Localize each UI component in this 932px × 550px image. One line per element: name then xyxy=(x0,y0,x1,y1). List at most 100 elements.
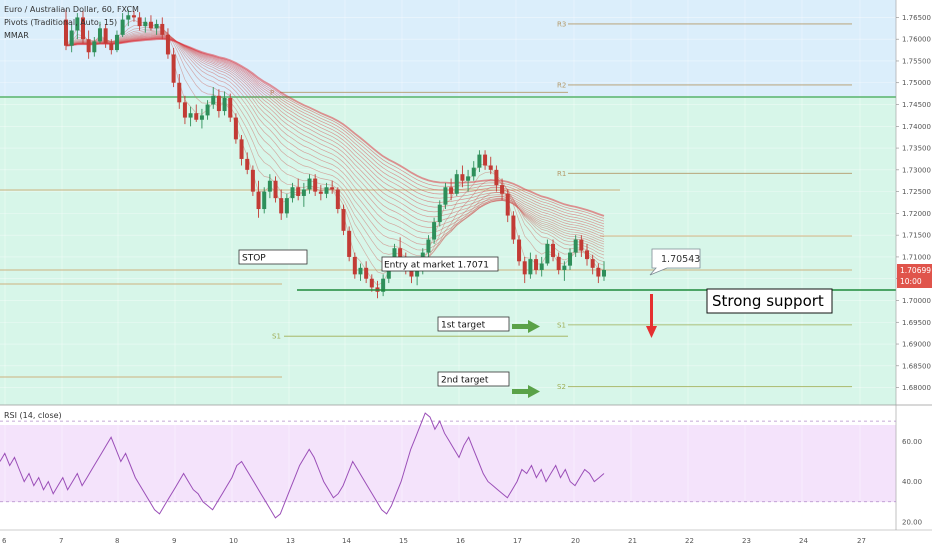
candle-body xyxy=(335,189,340,210)
y-tick-label: 1.72000 xyxy=(902,210,931,218)
candle-body xyxy=(477,154,482,168)
candle-body xyxy=(250,169,255,192)
candle-body xyxy=(398,248,403,257)
pivots-indicator-label: Pivots (Traditional, Auto, 15) xyxy=(4,18,117,27)
candle-body xyxy=(109,43,114,51)
upper-zone-background xyxy=(0,0,896,97)
candle-body xyxy=(556,256,561,270)
candle-body xyxy=(86,39,91,53)
candle-body xyxy=(318,191,323,194)
candle-body xyxy=(256,191,261,210)
y-tick-label: 1.76000 xyxy=(902,36,931,44)
candle-body xyxy=(239,139,244,159)
candle-body xyxy=(313,178,318,192)
x-tick-label: 13 xyxy=(286,537,295,545)
y-tick-label: 1.68000 xyxy=(902,384,931,392)
pivot-label: S2 xyxy=(557,383,566,391)
candle-body xyxy=(517,239,522,262)
candle-body xyxy=(545,243,550,264)
stop-annotation[interactable]: STOP xyxy=(238,249,308,265)
first-target-annotation[interactable]: 1st target xyxy=(437,316,510,332)
ma-line xyxy=(65,33,605,245)
candle-body xyxy=(471,167,476,177)
candle-body xyxy=(347,230,352,257)
svg-text:Entry at market 1.7071: Entry at market 1.7071 xyxy=(384,261,489,271)
price-callout-annotation[interactable]: 1.70543 xyxy=(649,248,701,276)
candle-body xyxy=(296,187,301,196)
countdown-timer: 10:00 xyxy=(900,277,922,286)
candle-body xyxy=(528,259,533,275)
candle-body xyxy=(131,15,136,18)
rsi-title: RSI (14, close) xyxy=(4,411,62,420)
x-tick-label: 9 xyxy=(172,537,176,545)
candle-body xyxy=(267,180,272,192)
candlestick-series xyxy=(64,9,606,299)
candle-body xyxy=(443,187,448,205)
rsi-tick-label: 40.00 xyxy=(902,478,922,486)
x-tick-label: 10 xyxy=(229,537,238,545)
first-target-arrow xyxy=(512,320,540,333)
x-tick-label: 24 xyxy=(799,537,808,545)
candle-body xyxy=(341,209,346,231)
lower-zone-background xyxy=(0,97,896,405)
candle-body xyxy=(573,239,578,253)
candle-body xyxy=(590,259,595,268)
candle-body xyxy=(126,15,131,20)
candle-body xyxy=(426,239,431,253)
candle-body xyxy=(381,278,386,292)
candle-body xyxy=(437,204,442,223)
ma-line xyxy=(65,36,605,233)
candle-body xyxy=(160,23,165,35)
candle-body xyxy=(177,82,182,103)
pivot-label: S1 xyxy=(557,321,566,329)
candle-body xyxy=(194,113,199,120)
candle-body xyxy=(165,34,170,55)
rsi-tick-label: 20.00 xyxy=(902,518,922,526)
y-tick-label: 1.71500 xyxy=(902,232,931,240)
candle-body xyxy=(511,215,516,240)
candle-body xyxy=(228,97,233,118)
svg-text:1st target: 1st target xyxy=(441,321,486,331)
candle-body xyxy=(534,259,539,270)
candle-body xyxy=(205,104,210,116)
candle-body xyxy=(75,17,80,31)
candle-body xyxy=(279,198,284,214)
candle-body xyxy=(466,176,471,181)
candle-body xyxy=(596,267,601,277)
candle-body xyxy=(505,193,510,216)
candle-body xyxy=(579,239,584,251)
candle-body xyxy=(352,256,357,275)
entry-annotation[interactable]: Entry at market 1.7071 xyxy=(381,256,499,272)
y-tick-label: 1.74000 xyxy=(902,123,931,131)
candle-body xyxy=(148,21,153,29)
candle-body xyxy=(500,185,505,194)
candle-body xyxy=(290,187,295,199)
candle-body xyxy=(307,178,312,190)
candle-body xyxy=(483,154,488,166)
candle-body xyxy=(114,34,119,51)
x-tick-label: 8 xyxy=(115,537,119,545)
strong-support-annotation[interactable]: Strong support xyxy=(706,288,833,314)
candle-body xyxy=(120,19,125,35)
current-price-value: 1.70699 xyxy=(900,266,931,275)
price-axis-ticks: 1.76500 1.76000 1.75500 1.75000 1.74500 1.740… xyxy=(896,14,931,392)
second-target-annotation[interactable]: 2nd target xyxy=(437,371,510,387)
candle-body xyxy=(284,198,289,214)
candle-body xyxy=(64,19,68,46)
ma-line xyxy=(65,38,605,217)
candle-body xyxy=(432,222,437,240)
y-tick-label: 1.76500 xyxy=(902,14,931,22)
candle-body xyxy=(199,115,204,120)
candle-body xyxy=(539,263,544,270)
pivot-label: P xyxy=(270,89,274,97)
y-tick-label: 1.75500 xyxy=(902,57,931,65)
candle-body xyxy=(522,261,527,275)
candle-body xyxy=(330,187,335,190)
rsi-pane: 60.00 40.00 20.00 xyxy=(0,412,922,526)
candle-body xyxy=(143,21,148,27)
y-tick-label: 1.73500 xyxy=(902,145,931,153)
candle-body xyxy=(69,30,74,46)
candle-body xyxy=(415,269,420,277)
y-tick-label: 1.68500 xyxy=(902,362,931,370)
